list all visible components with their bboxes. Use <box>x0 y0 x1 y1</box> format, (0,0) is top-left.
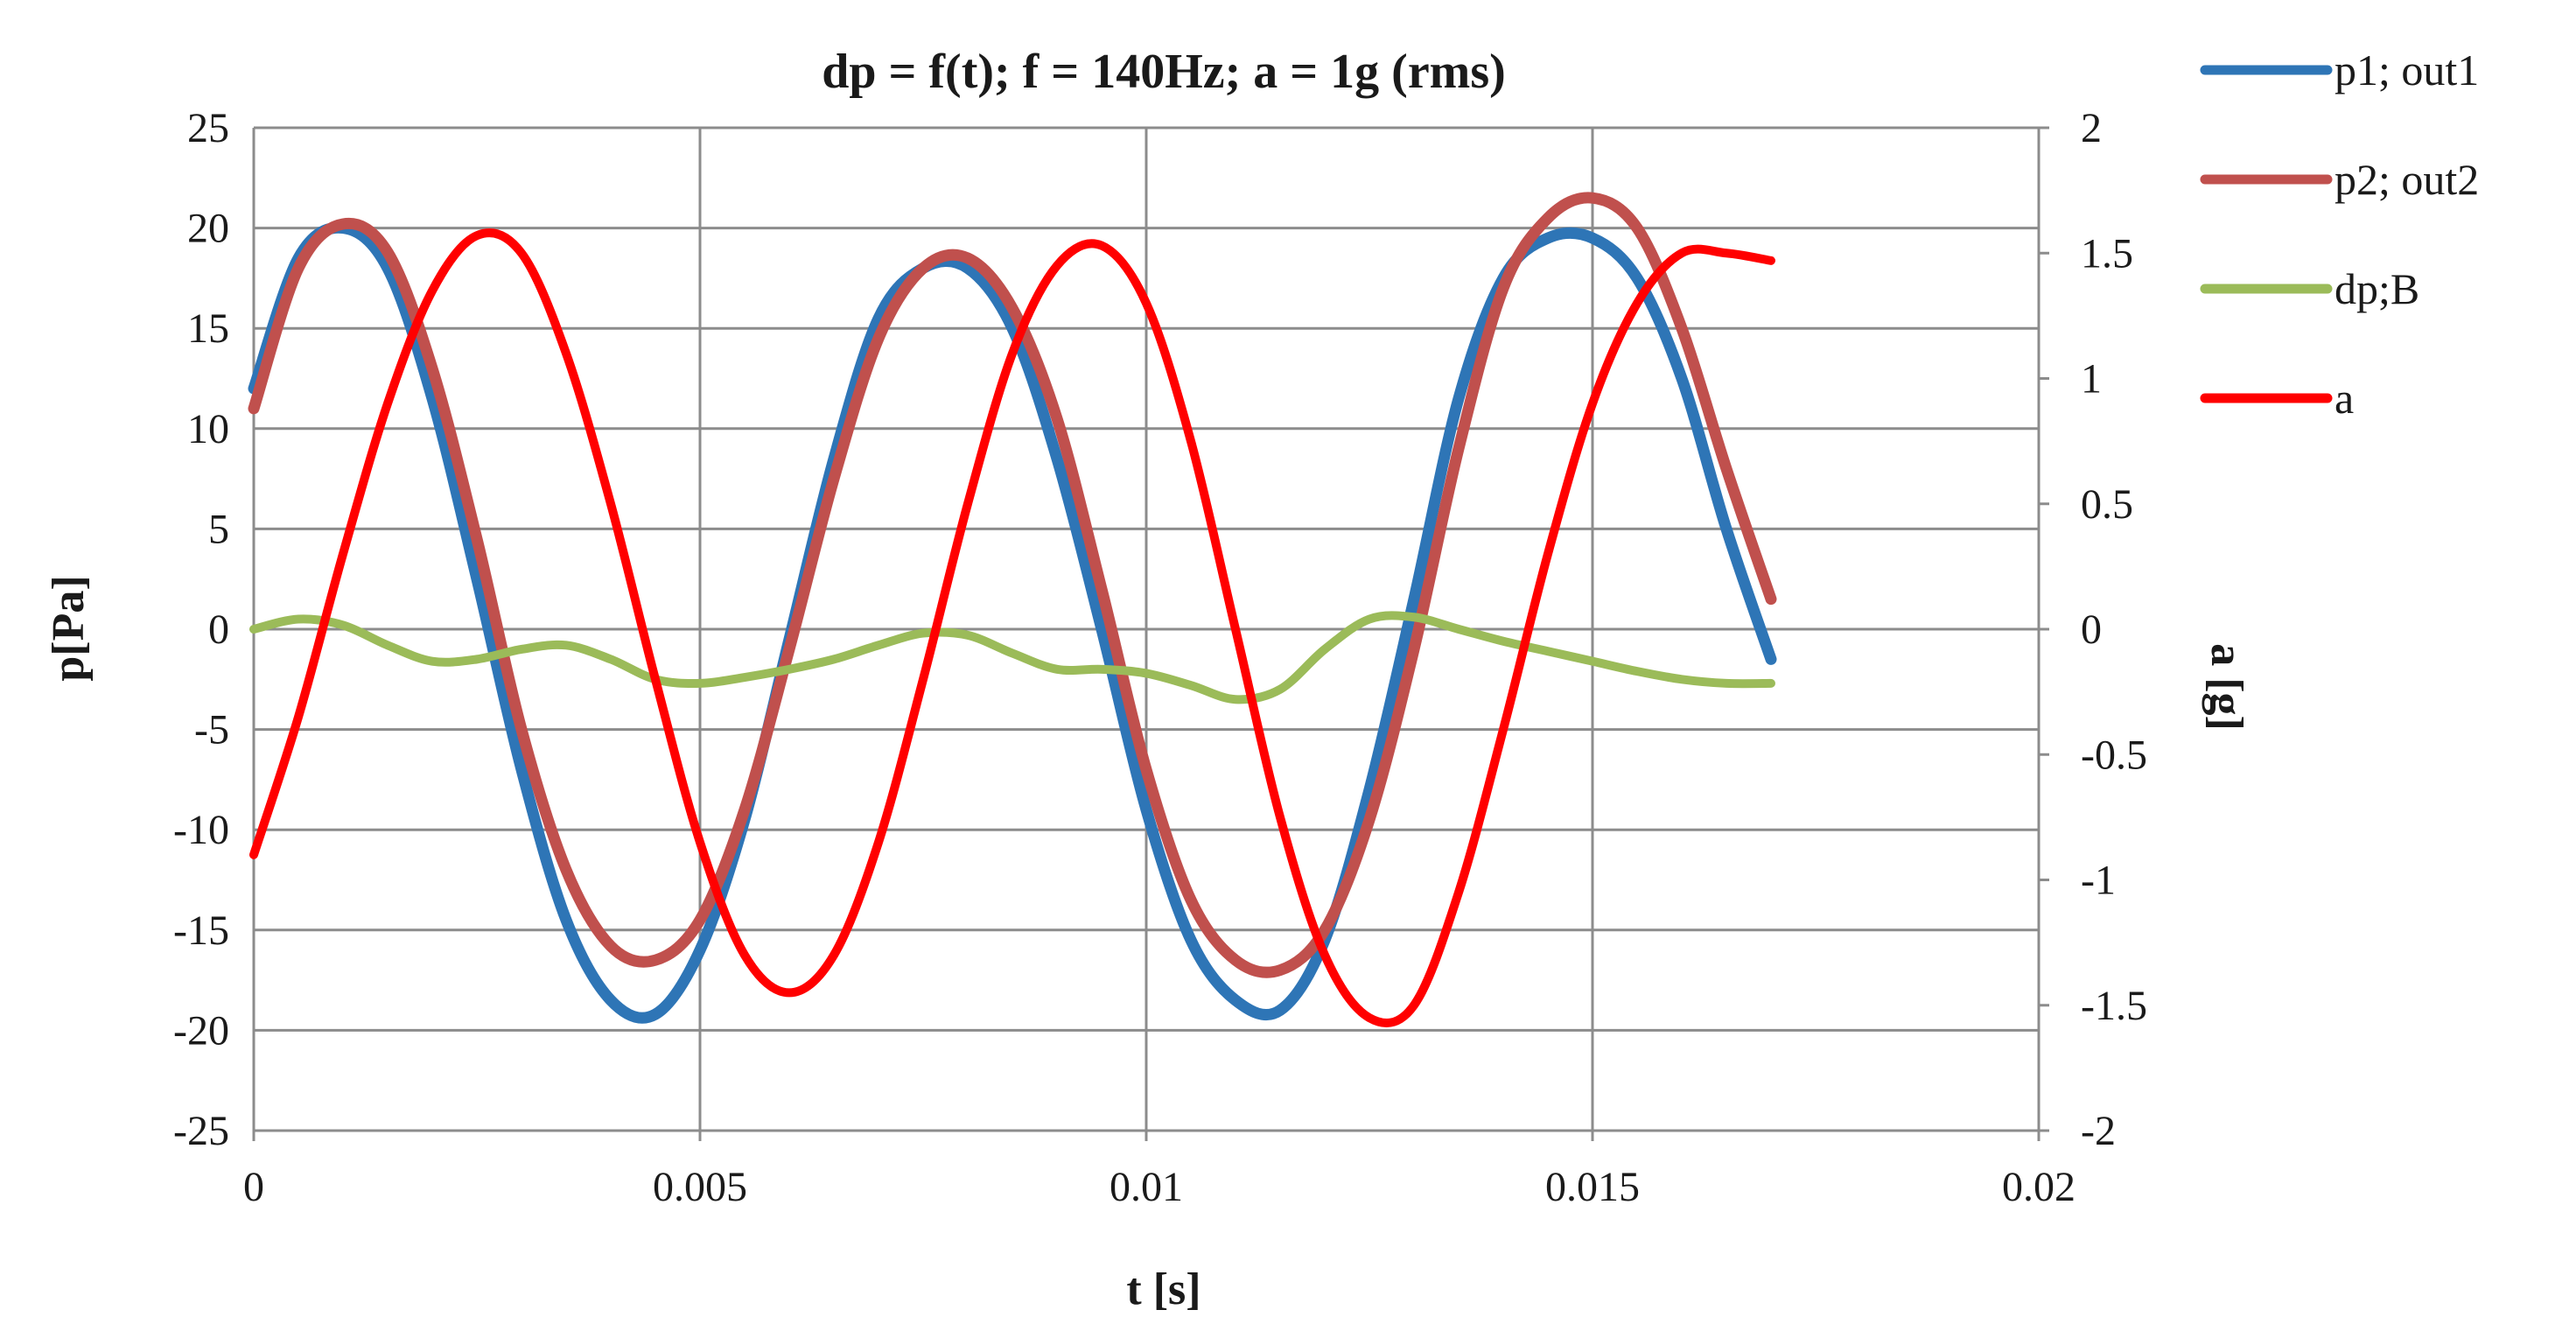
legend-label-dp-b: dp;B <box>2334 264 2419 313</box>
x-tick-label: 0.005 <box>653 1164 747 1210</box>
x-tick-label: 0.01 <box>1110 1164 1183 1210</box>
y-tick-label: 10 <box>187 406 229 452</box>
y-tick-label: -25 <box>173 1108 229 1154</box>
legend-label-p2-out2: p2; out2 <box>2334 155 2479 204</box>
y-tick-label: -5 <box>194 707 229 753</box>
chart-title: dp = f(t); f = 140Hz; a = 1g (rms) <box>822 45 1506 99</box>
x-axis-label: t [s] <box>1126 1264 1200 1314</box>
y-tick-label: -10 <box>173 807 229 853</box>
y2-tick-label: -0.5 <box>2081 732 2147 778</box>
y-tick-label: 0 <box>208 606 229 653</box>
series-line-dp-b <box>249 611 1775 704</box>
series-lines <box>248 192 1777 1027</box>
grid-lines <box>252 126 2040 1132</box>
y2-tick-label: 1.5 <box>2081 230 2133 277</box>
y2-axis-label: a [g] <box>2202 643 2251 731</box>
legend-label-a: a <box>2334 374 2354 423</box>
y2-tick-label: 2 <box>2081 105 2102 151</box>
y2-tick-label: -1 <box>2081 858 2116 904</box>
y-tick-label: 20 <box>187 206 229 252</box>
y-tick-label: 15 <box>187 305 229 352</box>
y2-tick-label: 0.5 <box>2081 481 2133 528</box>
y-tick-label: 25 <box>187 105 229 151</box>
y2-tick-label: 1 <box>2081 356 2102 403</box>
y-tick-label: 5 <box>208 506 229 552</box>
y2-tick-label: -1.5 <box>2081 983 2147 1029</box>
legend-label-p1-out1: p1; out1 <box>2334 46 2479 95</box>
x-tick-label: 0 <box>243 1164 264 1210</box>
y2-tick-label: 0 <box>2081 606 2102 653</box>
x-tick-label: 0.015 <box>1545 1164 1640 1210</box>
x-tick-label: 0.02 <box>2002 1164 2076 1210</box>
y-tick-label: -20 <box>173 1007 229 1054</box>
legend: p1; out1 p2; out2 dp;B a <box>2200 46 2479 423</box>
y-axis-label: p[Pa] <box>44 575 94 681</box>
y2-tick-label: -2 <box>2081 1108 2116 1154</box>
y-tick-label: -15 <box>173 907 229 954</box>
series-line-a <box>249 228 1775 1027</box>
